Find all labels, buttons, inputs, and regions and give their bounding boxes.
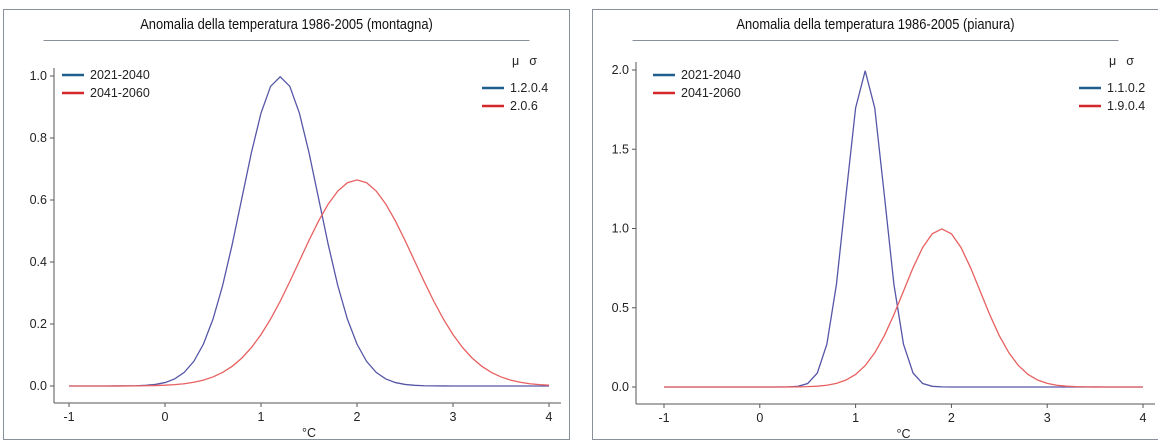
- y-tick-label: 1.0: [30, 69, 47, 83]
- x-tick-label: -1: [658, 411, 669, 425]
- x-tick-label: 4: [1140, 411, 1147, 425]
- chart-montagna: 0.0 0.2 0.4 0.6 0.8 1.0 -1 0 1 2 3 4 °C 2021-2040 2041…: [30, 54, 561, 440]
- y-tick-label: 0.4: [30, 255, 47, 269]
- legend-header-symbol: μ: [1109, 54, 1116, 68]
- x-tick-label: 0: [162, 410, 169, 424]
- series-line-2041-2060: [664, 228, 1143, 388]
- chart-panel-pianura: Anomalia della temperatura 1986-2005 (pi…: [592, 9, 1158, 441]
- legend-entry-label: 2021-2040: [90, 68, 150, 82]
- x-tick-label: 3: [450, 410, 457, 424]
- legend-param-label: 1.1.0.2: [1107, 81, 1145, 95]
- x-tick-label: 0: [756, 411, 763, 425]
- y-tick-label: 1.5: [612, 142, 629, 156]
- legend-entry-label: 2021-2040: [681, 68, 741, 82]
- legend-param-label: 1.9.0.4: [1107, 99, 1145, 113]
- x-axis-label: °C: [896, 427, 910, 441]
- legend-header-symbol: σ: [529, 54, 537, 68]
- x-axis-label: °C: [302, 426, 316, 440]
- x-tick-label: 1: [258, 410, 265, 424]
- legend-param-label: 2.0.6: [510, 99, 538, 113]
- y-tick-label: 2.0: [612, 63, 629, 77]
- legend-header-symbol: σ: [1126, 54, 1134, 68]
- y-tick-label: 1.0: [612, 222, 629, 236]
- chart-title: Anomalia della temperatura 1986-2005 (pi…: [632, 10, 1119, 41]
- y-tick-label: 0.0: [612, 380, 629, 394]
- x-tick-label: 2: [354, 410, 361, 424]
- series-line-2041-2060: [69, 179, 550, 387]
- x-tick-label: 3: [1044, 411, 1051, 425]
- y-tick-label: 0.5: [612, 301, 629, 315]
- legend-header-symbol: μ: [512, 54, 519, 68]
- y-tick-label: 0.6: [30, 193, 47, 207]
- y-tick-label: 0.0: [30, 379, 47, 393]
- legend-entry-label: 2041-2060: [90, 86, 150, 100]
- x-tick-label: 2: [948, 411, 955, 425]
- chart-pianura: 0.0 0.5 1.0 1.5 2.0 -1 0 1 2 3 4 °C 2021-2040 2041-20…: [612, 54, 1155, 441]
- series-line-2021-2040: [664, 70, 1143, 388]
- x-tick-label: -1: [63, 410, 74, 424]
- x-tick-label: 4: [546, 410, 553, 424]
- x-tick-label: 1: [852, 411, 859, 425]
- legend-param-label: 1.2.0.4: [510, 81, 548, 95]
- chart-panel-montagna: Anomalia della temperatura 1986-2005 (mo…: [3, 9, 570, 440]
- legend-entry-label: 2041-2060: [681, 86, 741, 100]
- y-tick-label: 0.8: [30, 131, 47, 145]
- series-line-2021-2040: [69, 75, 549, 387]
- chart-title: Anomalia della temperatura 1986-2005 (mo…: [43, 10, 530, 41]
- y-tick-label: 0.2: [30, 317, 47, 331]
